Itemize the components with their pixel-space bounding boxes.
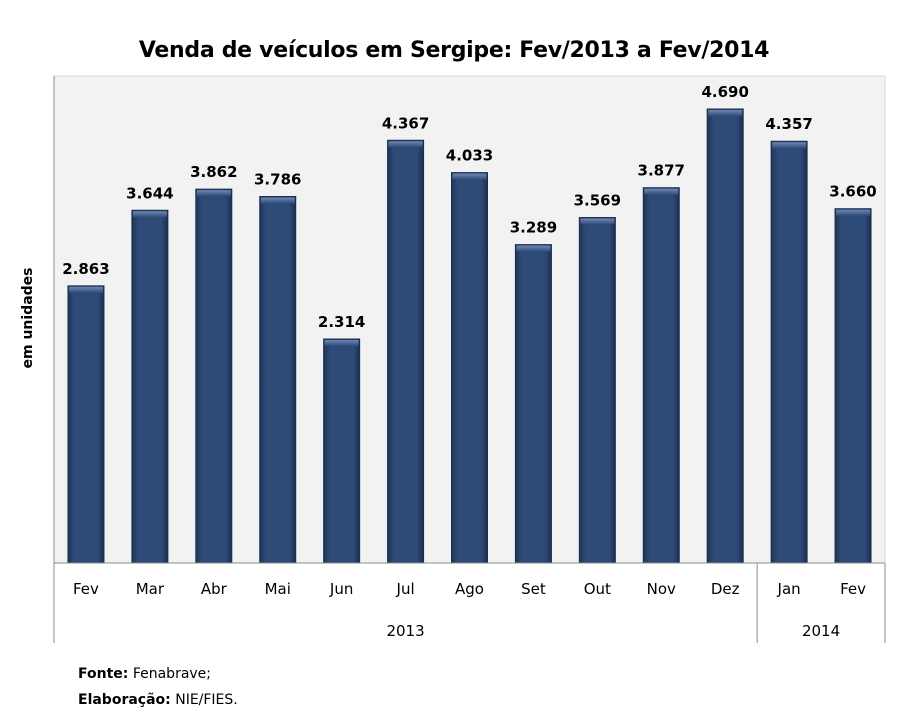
chart-title: Venda de veículos em Sergipe: Fev/2013 a…	[138, 38, 770, 63]
bar-bevel	[516, 245, 551, 252]
category-label: Fev	[73, 580, 99, 598]
credit-label: Elaboração:	[78, 692, 171, 708]
credit-line: Elaboração: NIE/FIES.	[78, 692, 238, 708]
bar-value-label: 3.569	[574, 192, 621, 210]
bar-value-label: 3.660	[829, 183, 876, 201]
bar-bevel	[196, 190, 231, 197]
bar	[706, 108, 744, 564]
bar	[67, 285, 105, 564]
category-label: Set	[521, 580, 546, 598]
group-label: 2014	[802, 622, 840, 640]
category-label: Ago	[455, 580, 484, 598]
bar-value-label: 2.314	[318, 313, 365, 331]
bar	[451, 172, 488, 564]
category-label: Jan	[777, 580, 801, 598]
bar-value-label: 4.357	[765, 115, 812, 133]
bar-value-label: 3.786	[254, 171, 301, 189]
bar-bevel	[260, 197, 295, 204]
bar	[195, 188, 233, 564]
category-label: Mar	[136, 580, 165, 598]
bar-value-label: 3.877	[638, 162, 685, 180]
bar	[323, 338, 361, 564]
bar-value-label: 3.862	[190, 163, 237, 181]
bar-bevel	[68, 286, 103, 293]
bar-bevel	[324, 340, 359, 347]
bar-bevel	[708, 110, 743, 117]
source-line: Fonte: Fenabrave;	[78, 666, 211, 682]
category-label: Mai	[265, 580, 291, 598]
bar-value-label: 4.033	[446, 147, 493, 165]
bar-bevel	[132, 211, 167, 218]
bar	[514, 244, 552, 564]
bar-bevel	[772, 142, 807, 149]
bar-bevel	[836, 209, 871, 216]
bar	[642, 187, 680, 564]
category-label: Fev	[840, 580, 866, 598]
bar-value-label: 4.690	[701, 83, 748, 101]
category-label: Dez	[711, 580, 740, 598]
bar-bevel	[580, 218, 615, 225]
bar	[578, 217, 616, 564]
bar-value-label: 2.863	[62, 260, 109, 278]
bar	[834, 208, 872, 564]
bar	[259, 196, 297, 564]
category-label: Nov	[647, 580, 676, 598]
bar	[387, 139, 425, 564]
group-label: 2013	[386, 622, 424, 640]
bar	[770, 140, 808, 564]
source-value: Fenabrave;	[128, 666, 212, 682]
category-label: Out	[584, 580, 611, 598]
category-label: Jul	[396, 580, 415, 598]
bar-bevel	[644, 188, 679, 195]
category-label: Abr	[201, 580, 228, 598]
bar	[131, 209, 169, 564]
category-label: Jun	[329, 580, 353, 598]
bar-bevel	[452, 173, 487, 180]
bar-bevel	[388, 141, 423, 148]
bar-value-label: 3.644	[126, 184, 173, 202]
bar-value-label: 3.289	[510, 219, 557, 237]
bar-value-label: 4.367	[382, 114, 429, 132]
source-label: Fonte:	[78, 666, 129, 682]
credit-value: NIE/FIES.	[170, 692, 238, 708]
